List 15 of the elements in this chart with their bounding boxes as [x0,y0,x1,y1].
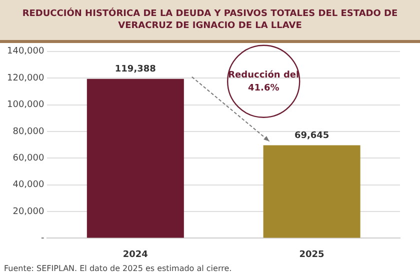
data-label: 69,645 [294,131,330,142]
data-label: 119,388 [114,64,156,75]
y-tick-label: 100,000 [7,100,44,110]
y-tick-label: - [40,234,44,244]
y-tick-label: 80,000 [12,126,44,137]
annotation: Reducción del 41.6% [228,70,300,94]
x-tick-label: 2024 [122,250,148,260]
y-tick-label: 20,000 [12,206,44,217]
x-tick-label: 2025 [299,250,324,260]
chart-title: REDUCCIÓN HISTÓRICA DE LA DEUDA Y PASIVOS TOTALES DEL ESTADO DE VERACRUZ DE IGNACIO DE LA LLAVE [21,8,399,32]
y-tick-label: 40,000 [12,180,44,190]
source-note: Fuente: SEFIPLAN. El dato de 2025 es estimado al cierre. [3,263,233,275]
y-tick-label: 140,000 [7,46,44,57]
y-tick-label: 120,000 [7,73,44,84]
y-tick-label: 60,000 [12,153,44,164]
